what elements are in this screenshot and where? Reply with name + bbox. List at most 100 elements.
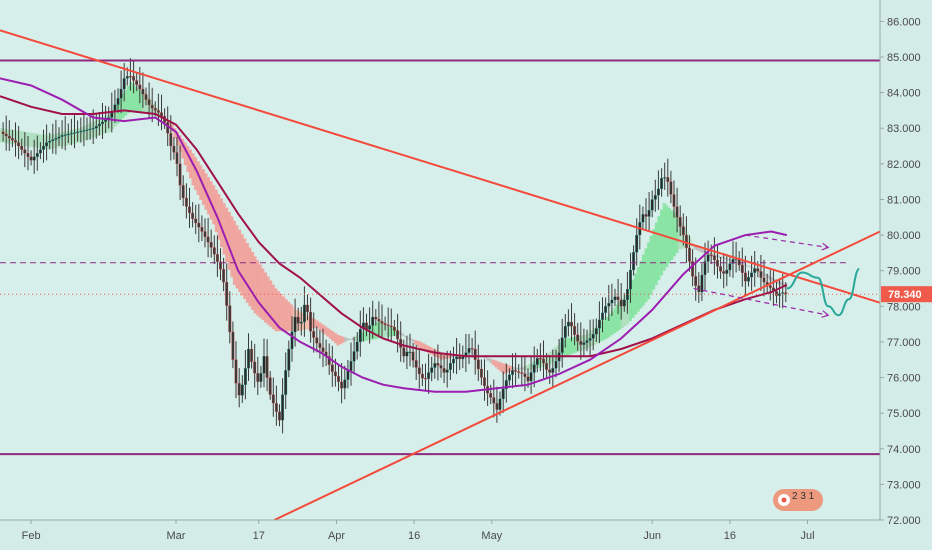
projection-arrow-lower-head [821, 310, 830, 318]
ribbon-band [605, 317, 609, 339]
candle-body [492, 397, 496, 404]
candle-body [455, 356, 459, 360]
candle-body [45, 142, 49, 147]
projection-arrow-lower [693, 287, 829, 316]
ribbon-band [116, 102, 120, 124]
ribbon-band [157, 111, 161, 118]
x-axis-ticks: Feb Mar 17 Apr 16 May Jun 16 Jul [22, 520, 815, 542]
candle-body [321, 347, 325, 353]
ribbon-band [414, 340, 418, 345]
candle-body [672, 194, 676, 207]
ribbon-band [698, 248, 702, 252]
projection-arrow-upper-head [821, 242, 830, 251]
x-tick-label: Feb [22, 530, 41, 542]
candle-body [712, 255, 716, 261]
candle-body [48, 140, 52, 143]
candle-body [722, 271, 726, 274]
ribbon-band [647, 242, 651, 300]
candle-body [616, 296, 620, 301]
y-tick-label: 81.000 [887, 195, 921, 207]
ma-purple-line [0, 77, 788, 393]
candle-body [209, 242, 213, 248]
ribbon-band [269, 280, 273, 327]
ribbon-band [225, 207, 229, 263]
ribbon-band [701, 249, 705, 253]
candle-body [1, 131, 5, 135]
replay-badge[interactable]: 2 3 1 [773, 489, 823, 511]
candle-body [402, 347, 406, 357]
candle-body [57, 136, 61, 139]
ribbon-band [390, 327, 394, 337]
ribbon-band [295, 309, 299, 332]
candle-body [498, 398, 502, 410]
candle-body [470, 348, 474, 350]
candle-body [91, 128, 95, 130]
candle-body [448, 363, 452, 370]
ribbon-band [326, 327, 330, 337]
ribbon-band [222, 203, 226, 255]
candle-body [32, 156, 36, 161]
y-axis-panel[interactable] [880, 0, 932, 520]
candle-body [333, 371, 337, 377]
candle-body [566, 321, 570, 327]
ribbon-band [129, 81, 133, 111]
ribbon-band [714, 254, 718, 258]
candle-body [740, 264, 744, 273]
candle-body [380, 321, 384, 324]
candle-body [365, 322, 368, 330]
ribbon-band [639, 260, 643, 309]
ribbon-band [654, 222, 658, 285]
ribbon-band [427, 345, 431, 353]
ribbon-band [64, 131, 68, 146]
ribbon-band [693, 245, 697, 250]
ribbon-band [372, 324, 376, 340]
candle-body [476, 359, 480, 370]
ribbon-band [572, 337, 575, 354]
candle-body [408, 351, 412, 354]
ribbon-band [279, 293, 283, 332]
ribbon-band [354, 336, 358, 341]
candle-body [141, 88, 145, 95]
candle-body [343, 379, 347, 389]
candle-body [38, 149, 42, 154]
candle-body [709, 254, 713, 257]
ribbon-band [491, 359, 495, 365]
candle-body [585, 340, 589, 343]
candle-body [501, 388, 505, 400]
ribbon-band [623, 295, 627, 326]
ribbon-band [608, 313, 612, 337]
candle-body [358, 328, 362, 343]
candle-body [215, 254, 219, 262]
ribbon-band [186, 146, 190, 172]
ribbon-band [398, 331, 402, 335]
candle-body [51, 139, 55, 142]
candle-body [691, 261, 695, 277]
ribbon-band [577, 336, 581, 352]
candle-body [306, 304, 309, 313]
candle-body [473, 348, 477, 360]
ribbon-band [502, 363, 506, 374]
ribbon-band [657, 216, 661, 281]
ribbon-band [214, 189, 218, 232]
forecast-curve [786, 267, 861, 317]
x-axis-panel[interactable] [0, 520, 880, 550]
ribbon-band [274, 288, 278, 332]
candle-body [35, 153, 39, 157]
ribbon-band [38, 134, 42, 149]
candle-body [144, 94, 148, 100]
ribbon-band [494, 360, 498, 368]
candle-body [234, 359, 238, 384]
candle-body [160, 112, 163, 117]
candle-body [20, 145, 24, 150]
ribbon-band [183, 142, 187, 166]
ribbon-band [763, 273, 767, 276]
candle-body [479, 368, 483, 378]
candle-body [69, 133, 73, 135]
ribbon-band [28, 132, 32, 147]
ribbon-band [33, 133, 37, 148]
candle-body [188, 206, 191, 214]
ribbon-band [41, 134, 45, 149]
ribbon-band [217, 194, 221, 240]
ribbon-band [678, 217, 682, 250]
